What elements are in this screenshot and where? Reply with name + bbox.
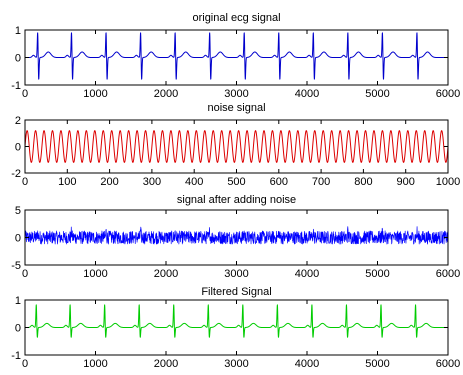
- series-line-1: [24, 130, 449, 163]
- x-tick-label: 100: [58, 176, 76, 188]
- x-tick-label: 6000: [436, 268, 460, 280]
- y-tick-label: -1: [11, 80, 21, 92]
- x-tick-label: 6000: [436, 88, 460, 100]
- x-tick-label: 0: [22, 268, 28, 280]
- x-tick-label: 5000: [365, 358, 389, 370]
- x-tick-label: 400: [185, 176, 203, 188]
- x-tick-label: 1000: [83, 88, 107, 100]
- x-tick-label: 5000: [365, 268, 389, 280]
- x-tick-label: 1000: [436, 176, 460, 188]
- x-tick-label: 900: [397, 176, 415, 188]
- x-tick-label: 0: [22, 88, 28, 100]
- x-tick-label: 4000: [295, 268, 319, 280]
- x-tick-label: 800: [354, 176, 372, 188]
- subplot-4: Filtered Signal 0 1000 2000 3000 4000 5000 6000…: [11, 286, 460, 370]
- x-tick-label: 5000: [365, 88, 389, 100]
- y-tick-label: -5: [11, 260, 21, 272]
- subplot-1: original ecg signal 0 1000 2000 3000 4000 5000…: [11, 12, 460, 100]
- x-tick-label: 600: [270, 176, 288, 188]
- y-tick-label: 1: [15, 25, 21, 37]
- y-tick-label: -1: [11, 350, 21, 362]
- x-tick-label: 700: [312, 176, 330, 188]
- x-tick-label: 2000: [154, 358, 178, 370]
- x-tick-label: 200: [100, 176, 118, 188]
- x-tick-label: 1000: [83, 268, 107, 280]
- series-line-1: [24, 226, 449, 245]
- subplot-3: signal after adding noise 0 1000 2000 3000 40…: [11, 194, 460, 280]
- x-tick-label: 4000: [295, 88, 319, 100]
- x-tick-label: 1000: [83, 358, 107, 370]
- y-tick-label: 2: [15, 115, 21, 127]
- x-tick-label: 3000: [224, 358, 248, 370]
- subplot-title: Filtered Signal: [201, 286, 271, 298]
- x-tick-label: 300: [143, 176, 161, 188]
- x-tick-label: 500: [227, 176, 245, 188]
- x-tick-label: 4000: [295, 358, 319, 370]
- x-tick-label: 3000: [224, 88, 248, 100]
- y-tick-label: -2: [11, 168, 21, 180]
- x-tick-label: 6000: [436, 358, 460, 370]
- series-line-1: [24, 304, 449, 338]
- y-tick-label: 1: [15, 295, 21, 307]
- subplot-2: noise signal 0 100 200 300 400 500 600 700 800 900…: [11, 102, 460, 188]
- x-tick-label: 2000: [154, 88, 178, 100]
- y-tick-label: 0: [15, 233, 21, 245]
- x-tick-label: 2000: [154, 268, 178, 280]
- x-tick-label: 0: [22, 358, 28, 370]
- subplot-title: original ecg signal: [192, 12, 280, 24]
- x-tick-label: 3000: [224, 268, 248, 280]
- subplot-title: signal after adding noise: [177, 194, 296, 206]
- y-tick-label: 0: [15, 53, 21, 65]
- series-line-1: [24, 32, 449, 80]
- y-tick-label: 0: [15, 323, 21, 335]
- y-tick-label: 5: [15, 205, 21, 217]
- subplot-title: noise signal: [207, 102, 265, 114]
- x-tick-label: 0: [22, 176, 28, 188]
- y-tick-label: 0: [15, 142, 21, 154]
